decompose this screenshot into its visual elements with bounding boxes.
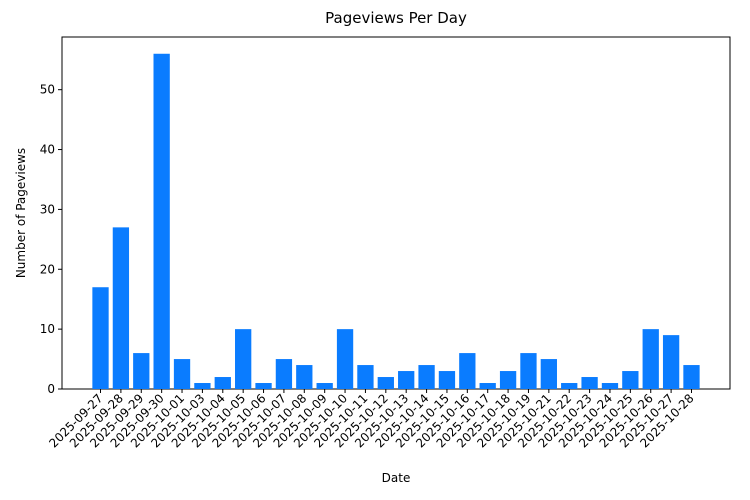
axes-frame <box>61 36 731 390</box>
bar <box>683 365 700 389</box>
bar <box>561 383 578 389</box>
bar <box>581 377 598 389</box>
bar <box>377 377 394 389</box>
bar <box>479 383 496 389</box>
y-tick-label: 0 <box>47 382 55 396</box>
bar <box>153 53 170 390</box>
bar <box>173 359 191 389</box>
bar <box>622 371 639 389</box>
y-tick-label: 10 <box>40 322 55 336</box>
bar <box>194 383 211 389</box>
bar <box>112 227 130 389</box>
y-tick-label: 40 <box>40 143 55 157</box>
bar <box>499 371 517 389</box>
x-axis-label: Date <box>382 471 411 485</box>
bar <box>275 359 293 389</box>
bar <box>520 353 537 389</box>
y-tick-label: 50 <box>40 83 55 97</box>
bar <box>601 383 619 389</box>
bar <box>418 365 435 389</box>
bar <box>540 359 557 389</box>
bar <box>255 383 272 389</box>
bar <box>357 365 374 389</box>
bar <box>133 353 150 389</box>
y-tick-label: 20 <box>40 262 55 276</box>
bar <box>662 335 680 389</box>
chart-title: Pageviews Per Day <box>325 9 467 27</box>
y-tick-label: 30 <box>40 202 55 216</box>
bar <box>296 365 313 389</box>
y-axis-label: Number of Pageviews <box>14 148 28 278</box>
bar <box>438 371 456 389</box>
bar <box>316 383 333 389</box>
bar <box>235 329 252 389</box>
bar <box>92 287 109 389</box>
bar <box>214 377 231 389</box>
bar <box>459 353 476 389</box>
bar <box>642 329 659 389</box>
bar <box>336 329 354 389</box>
bar <box>398 371 415 389</box>
